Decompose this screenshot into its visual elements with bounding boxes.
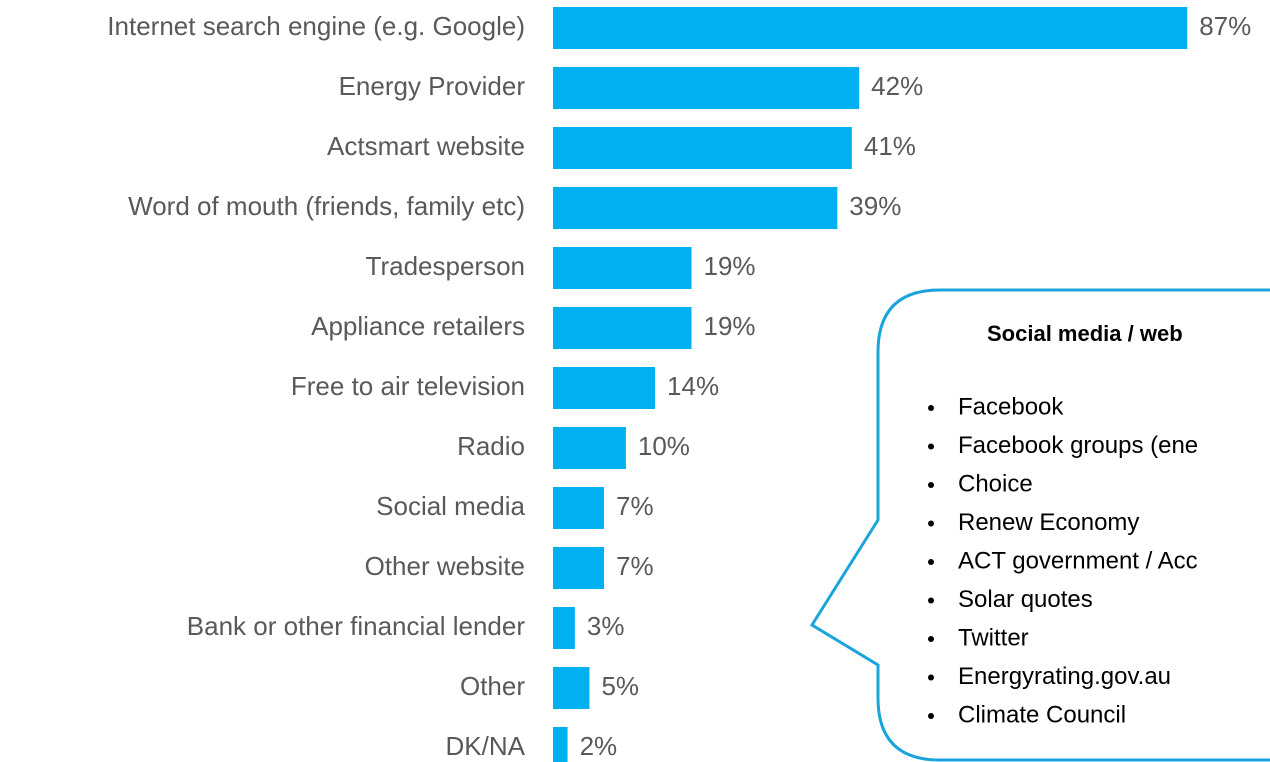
value-label: 3%: [587, 611, 625, 641]
category-label: Other website: [365, 551, 525, 581]
category-label: Free to air television: [291, 371, 525, 401]
value-label: 39%: [849, 191, 901, 221]
category-label: Social media: [376, 491, 525, 521]
callout-item: Renew Economy: [958, 509, 1139, 536]
value-label: 19%: [704, 251, 756, 281]
bar: [553, 607, 575, 649]
callout-box: [809, 288, 1270, 762]
bar: [553, 127, 852, 169]
bullet: [928, 482, 934, 488]
bullet: [928, 597, 934, 604]
bullet: [928, 674, 934, 681]
value-label: 42%: [871, 71, 923, 101]
bar: [553, 487, 605, 529]
callout-title: Social media / web: [987, 321, 1183, 346]
value-label: 7%: [616, 551, 654, 581]
bar: [553, 727, 568, 762]
category-label: Internet search engine (e.g. Google): [107, 11, 525, 41]
category-label: Energy Provider: [339, 71, 526, 101]
category-label: Word of mouth (friends, family etc): [128, 191, 525, 221]
value-label: 10%: [638, 431, 690, 461]
bullet: [928, 443, 934, 450]
value-label: 87%: [1199, 11, 1251, 41]
category-label: Bank or other financial lender: [187, 611, 526, 641]
bar: [553, 307, 692, 349]
callout-item: Facebook groups (ene: [958, 432, 1198, 459]
category-label: Other: [460, 671, 525, 701]
bar: [553, 367, 656, 409]
category-label: Actsmart website: [327, 131, 525, 161]
bar: [553, 67, 860, 109]
bullet: [928, 405, 934, 411]
value-label: 2%: [580, 731, 618, 761]
category-label: DK/NA: [446, 731, 526, 761]
category-label: Appliance retailers: [311, 311, 525, 341]
value-label: 14%: [667, 371, 719, 401]
callout-item: Energyrating.gov.au: [958, 663, 1171, 690]
callout-item: ACT government / Acc: [958, 547, 1198, 574]
bar: [553, 547, 605, 589]
bullet: [928, 713, 934, 719]
bullet: [928, 559, 934, 565]
callout-item: Climate Council: [958, 701, 1126, 728]
bullet: [928, 520, 934, 527]
bar: [553, 667, 590, 709]
bullet: [928, 636, 934, 642]
bar: [553, 7, 1188, 49]
callout-item: Facebook: [958, 393, 1064, 420]
bar: [553, 187, 838, 229]
category-label: Tradesperson: [366, 251, 525, 281]
value-label: 7%: [616, 491, 654, 521]
value-label: 19%: [704, 311, 756, 341]
bar: [553, 427, 626, 469]
category-label: Radio: [457, 431, 525, 461]
value-label: 5%: [601, 671, 639, 701]
callout-item: Twitter: [958, 624, 1029, 651]
callout-item: Choice: [958, 470, 1033, 497]
callout-item: Solar quotes: [958, 586, 1093, 613]
bar: [553, 247, 692, 289]
value-label: 41%: [864, 131, 916, 161]
